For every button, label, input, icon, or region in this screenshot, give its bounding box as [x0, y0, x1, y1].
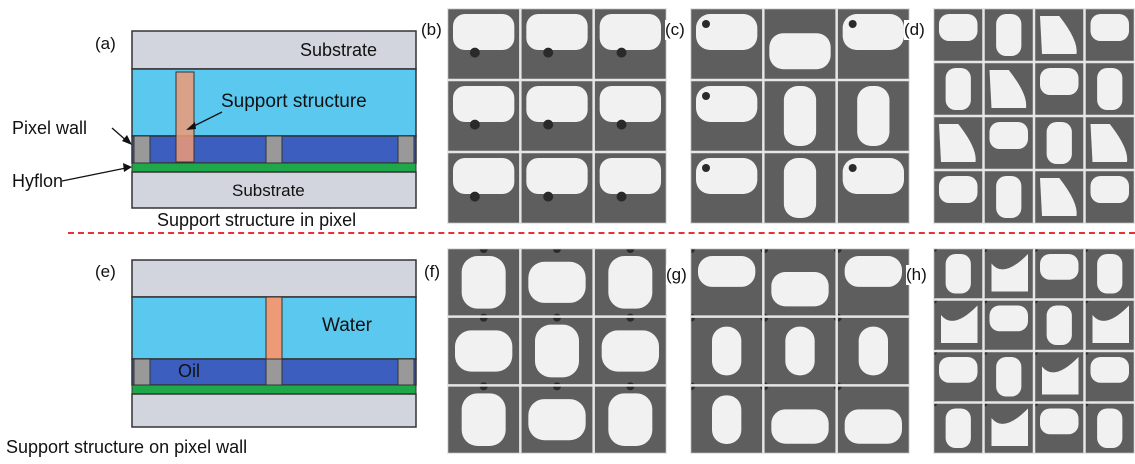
substrate-bottom	[131, 171, 417, 209]
hyflon-arrow	[61, 167, 127, 182]
pixel-wall-label: Pixel wall	[12, 118, 88, 138]
hyflon-label: Hyflon	[12, 171, 64, 191]
panel-a-diagram	[61, 30, 417, 209]
panel-a-schematic	[0, 0, 440, 232]
panel-h-photo-image	[933, 248, 1135, 454]
hyflon-layer	[131, 384, 417, 395]
pixel-wall-right	[397, 358, 415, 386]
water-label: Water	[322, 315, 372, 336]
panel-c-photo	[690, 8, 910, 224]
substrate-bottom-label: Substrate	[232, 181, 305, 200]
pixel-wall-left	[133, 358, 151, 386]
panel-e-schematic	[0, 240, 440, 459]
oil-label: Oil	[178, 361, 200, 381]
panel-b-photo	[447, 8, 667, 224]
panel-d-letter: (d)	[904, 20, 925, 40]
panel-a-caption: Support structure in pixel	[157, 210, 357, 230]
panel-f-photo	[447, 248, 667, 454]
section-divider	[68, 232, 1135, 234]
pixel-wall-right	[397, 135, 415, 164]
panel-g-letter: (g)	[666, 265, 687, 285]
panel-a-letter: (a)	[95, 34, 116, 53]
support-structure	[175, 71, 195, 163]
panel-b-letter: (b)	[421, 20, 442, 40]
panel-h-letter: (h)	[906, 265, 927, 285]
panel-h-photo	[933, 248, 1135, 454]
panel-e-letter: (e)	[95, 262, 116, 281]
panel-b-photo-image	[447, 8, 667, 224]
panel-f-photo-image	[447, 248, 667, 454]
pixel-wall-left	[133, 135, 151, 164]
support-structure-label: Support structure	[221, 91, 367, 112]
panel-e-diagram	[131, 259, 417, 428]
substrate-top	[131, 259, 417, 298]
panel-c-letter: (c)	[665, 20, 685, 40]
pixel-wall-middle	[265, 135, 283, 164]
panel-e-caption: Support structure on pixel wall	[6, 437, 248, 457]
panel-d-photo-image	[933, 8, 1135, 224]
substrate-bottom	[131, 393, 417, 428]
panel-g-photo	[690, 248, 910, 454]
substrate-top-label: Substrate	[300, 40, 378, 60]
panel-d-photo	[933, 8, 1135, 224]
substrate-top	[131, 30, 417, 70]
support-structure	[265, 296, 283, 360]
panel-c-photo-image	[690, 8, 910, 224]
hyflon-layer	[131, 162, 417, 173]
pixel-wall-middle	[265, 358, 283, 386]
panel-g-photo-image	[690, 248, 910, 454]
panel-f-letter: (f)	[424, 262, 441, 282]
